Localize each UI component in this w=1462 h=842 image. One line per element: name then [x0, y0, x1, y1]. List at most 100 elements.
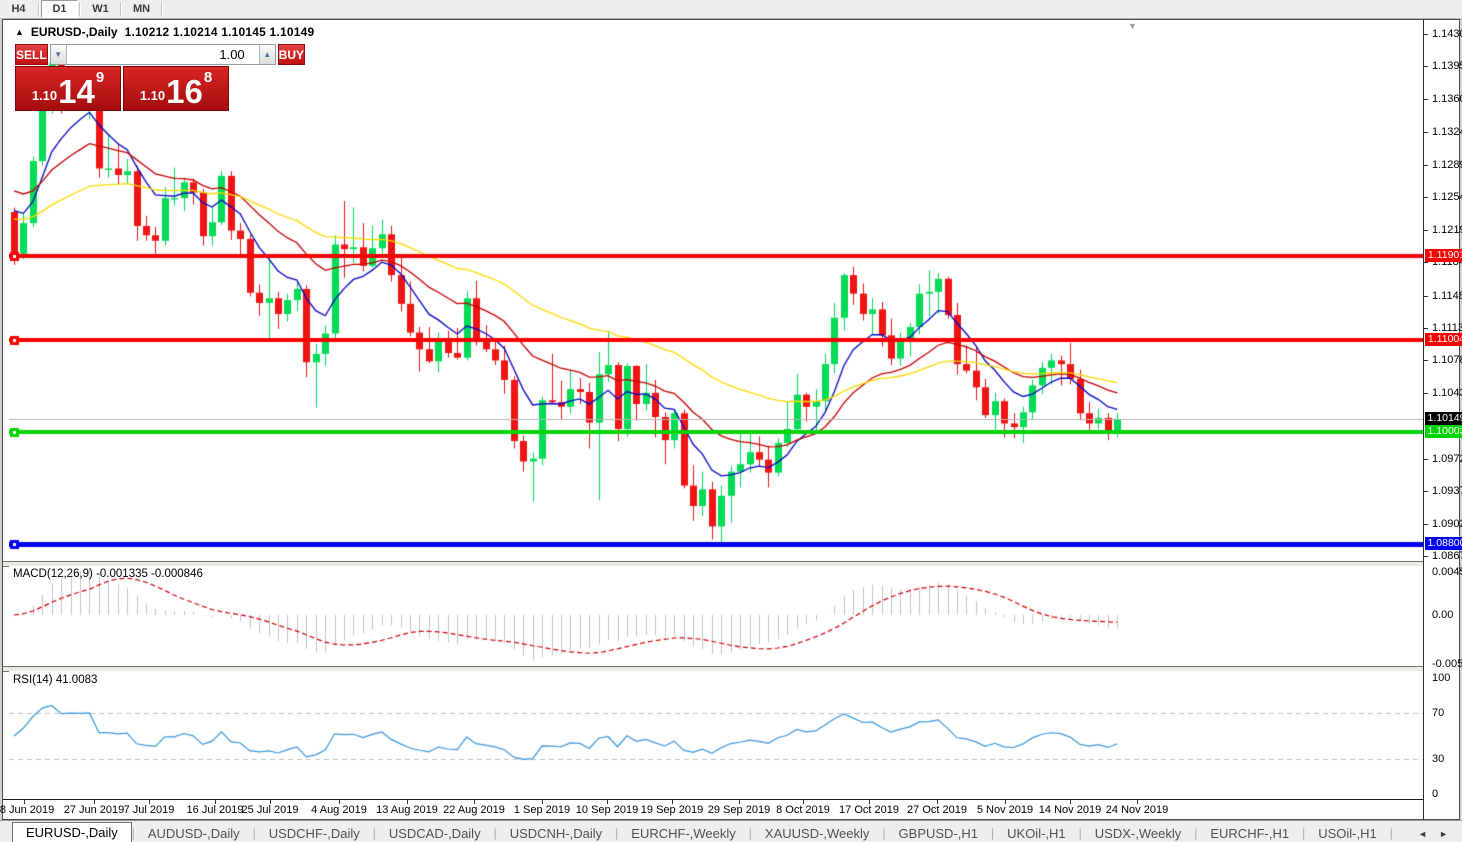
- date-axis-tick: [937, 800, 938, 804]
- sell-button[interactable]: SELL: [15, 44, 48, 65]
- buy-button[interactable]: BUY: [277, 44, 306, 65]
- rsi-axis-label: 0: [1432, 788, 1439, 800]
- volume-decrease-button[interactable]: ▼: [50, 45, 67, 64]
- chart-tab-usdcad[interactable]: USDCAD-,Daily: [388, 826, 481, 841]
- timeframe-button-w1[interactable]: W1: [92, 3, 109, 15]
- chart-shift-marker-icon[interactable]: ▼: [1128, 21, 1137, 31]
- date-axis-label: 16 Jul 2019: [186, 804, 244, 816]
- date-axis-label: 5 Nov 2019: [976, 804, 1034, 816]
- chart-title: EURUSD-,Daily: [30, 25, 118, 39]
- tab-separator: |: [1194, 826, 1198, 840]
- chart-tab-usdchf[interactable]: USDCHF-,Daily: [268, 826, 360, 841]
- price-axis-tick: [1424, 164, 1428, 166]
- buy-price-box[interactable]: 1.10 16 8: [123, 66, 229, 111]
- date-axis-label: 1 Sep 2019: [513, 804, 571, 816]
- timeframe-button-mn[interactable]: MN: [132, 3, 151, 15]
- chart-tab-usdcnh[interactable]: USDCNH-,Daily: [509, 826, 603, 841]
- price-axis-tick: [1424, 197, 1428, 199]
- price-axis-label: 1.08670: [1432, 550, 1462, 563]
- tab-separator: |: [1078, 826, 1082, 840]
- price-axis-label: 1.09720: [1432, 452, 1462, 465]
- date-axis-tick: [94, 800, 95, 804]
- tab-separator: |: [1302, 826, 1306, 840]
- tab-separator: |: [252, 826, 256, 840]
- date-axis-label: 18 Jun 2019: [0, 804, 55, 816]
- date-axis-tick: [607, 800, 608, 804]
- price-axis-tick: [1424, 360, 1428, 362]
- rsi-canvas[interactable]: [9, 671, 1423, 796]
- date-axis-tick: [149, 800, 150, 804]
- date-axis-label: 27 Jun 2019: [63, 804, 125, 816]
- date-axis-tick: [869, 800, 870, 804]
- price-axis-label: 1.13600: [1432, 92, 1462, 105]
- rsi-label: RSI(14) 41.0083: [13, 674, 98, 686]
- toolbar-separator: [161, 2, 163, 16]
- macd-axis-label: -0.005205: [1432, 658, 1462, 671]
- timeframe-toolbar: H4 D1 W1 MN: [0, 0, 1462, 19]
- price-badge: 1.08800: [1425, 537, 1462, 550]
- tab-scroll-left-icon[interactable]: ◄: [1418, 828, 1428, 839]
- price-axis-label: 1.12190: [1432, 223, 1462, 236]
- date-axis-tick: [1137, 800, 1138, 804]
- sell-price-prefix: 1.10: [31, 88, 58, 103]
- date-axis-tick: [739, 800, 740, 804]
- buy-price-pip: 8: [203, 69, 213, 86]
- price-axis-tick: [1424, 98, 1428, 100]
- date-axis-label: 25 Jul 2019: [241, 804, 299, 816]
- price-axis-tick: [1424, 556, 1428, 558]
- price-axis-label: 1.14300: [1432, 28, 1462, 41]
- price-chart-canvas[interactable]: [9, 23, 1423, 561]
- tab-separator: |: [372, 826, 376, 840]
- chart-tab-eurchf[interactable]: EURCHF-,Weekly: [631, 826, 736, 841]
- price-axis-label: 1.11480: [1432, 289, 1462, 302]
- macd-axis-label: 0.004536: [1432, 566, 1462, 579]
- date-axis-tick: [474, 800, 475, 804]
- date-axis-label: 7 Jul 2019: [123, 804, 175, 816]
- timeframe-button-h4[interactable]: H4: [11, 3, 26, 15]
- chart-tab-usdx[interactable]: USDX-,Weekly: [1094, 826, 1182, 841]
- price-axis-label: 1.13240: [1432, 126, 1462, 139]
- tab-scroll-right-icon[interactable]: ►: [1439, 828, 1448, 839]
- date-axis-tick: [24, 800, 25, 804]
- price-axis-tick: [1424, 327, 1428, 329]
- macd-axis-label: 0.00: [1432, 609, 1454, 621]
- tab-nav: ◄ ►: [1404, 824, 1462, 842]
- date-axis-label: 4 Aug 2019: [311, 804, 367, 816]
- price-badge: 1.10149: [1425, 411, 1462, 425]
- collapse-chart-icon[interactable]: ▲: [15, 27, 24, 37]
- date-axis-tick: [215, 800, 216, 804]
- chart-tab-ukoil[interactable]: UKOil-,H1: [1007, 826, 1066, 841]
- timeframe-button-d1[interactable]: D1: [41, 0, 78, 18]
- volume-input[interactable]: [66, 45, 259, 64]
- chart-tab-gbpusd[interactable]: GBPUSD-,H1: [898, 826, 979, 841]
- price-axis-label: 1.12890: [1432, 158, 1462, 171]
- chart-tab-eurchf[interactable]: EURCHF-,H1: [1210, 826, 1290, 841]
- date-axis-label: 14 Nov 2019: [1038, 804, 1102, 816]
- ohlc-values: 1.10212 1.10214 1.10145 1.10149: [124, 25, 315, 39]
- price-axis: 1.14300 1.13950 1.13600 1.13240 1.12890 1.125…: [1423, 20, 1462, 819]
- chart-tab-audusd[interactable]: AUDUSD-,Daily: [147, 826, 240, 841]
- macd-canvas[interactable]: [9, 566, 1423, 666]
- tab-separator: |: [748, 826, 752, 840]
- chart-tab-xauusd[interactable]: XAUUSD-,Weekly: [764, 826, 870, 841]
- volume-increase-button[interactable]: ▲: [258, 45, 275, 64]
- date-axis-label: 17 Oct 2019: [839, 804, 899, 816]
- volume-stepper: ▼ ▲: [49, 44, 276, 65]
- price-axis-label: 1.13950: [1432, 60, 1462, 73]
- sell-price-box[interactable]: 1.10 14 9: [15, 66, 121, 111]
- rsi-axis-label: 70: [1432, 706, 1445, 719]
- chart-tab-eurusd[interactable]: EURUSD-,Daily: [12, 822, 132, 842]
- price-axis-tick: [1424, 262, 1428, 264]
- price-axis-tick: [1424, 34, 1428, 36]
- tab-separator: |: [493, 826, 497, 840]
- price-axis-tick: [1424, 392, 1428, 394]
- date-axis-label: 8 Oct 2019: [776, 804, 830, 816]
- tab-separator: |: [882, 826, 886, 840]
- date-axis-tick: [407, 800, 408, 804]
- toolbar-separator: [38, 2, 40, 16]
- rsi-axis-label: 100: [1432, 672, 1451, 684]
- chart-tab-usoil[interactable]: USOil-,H1: [1318, 826, 1377, 841]
- tab-separator: |: [615, 826, 619, 840]
- price-badge: 1.11004: [1425, 332, 1462, 346]
